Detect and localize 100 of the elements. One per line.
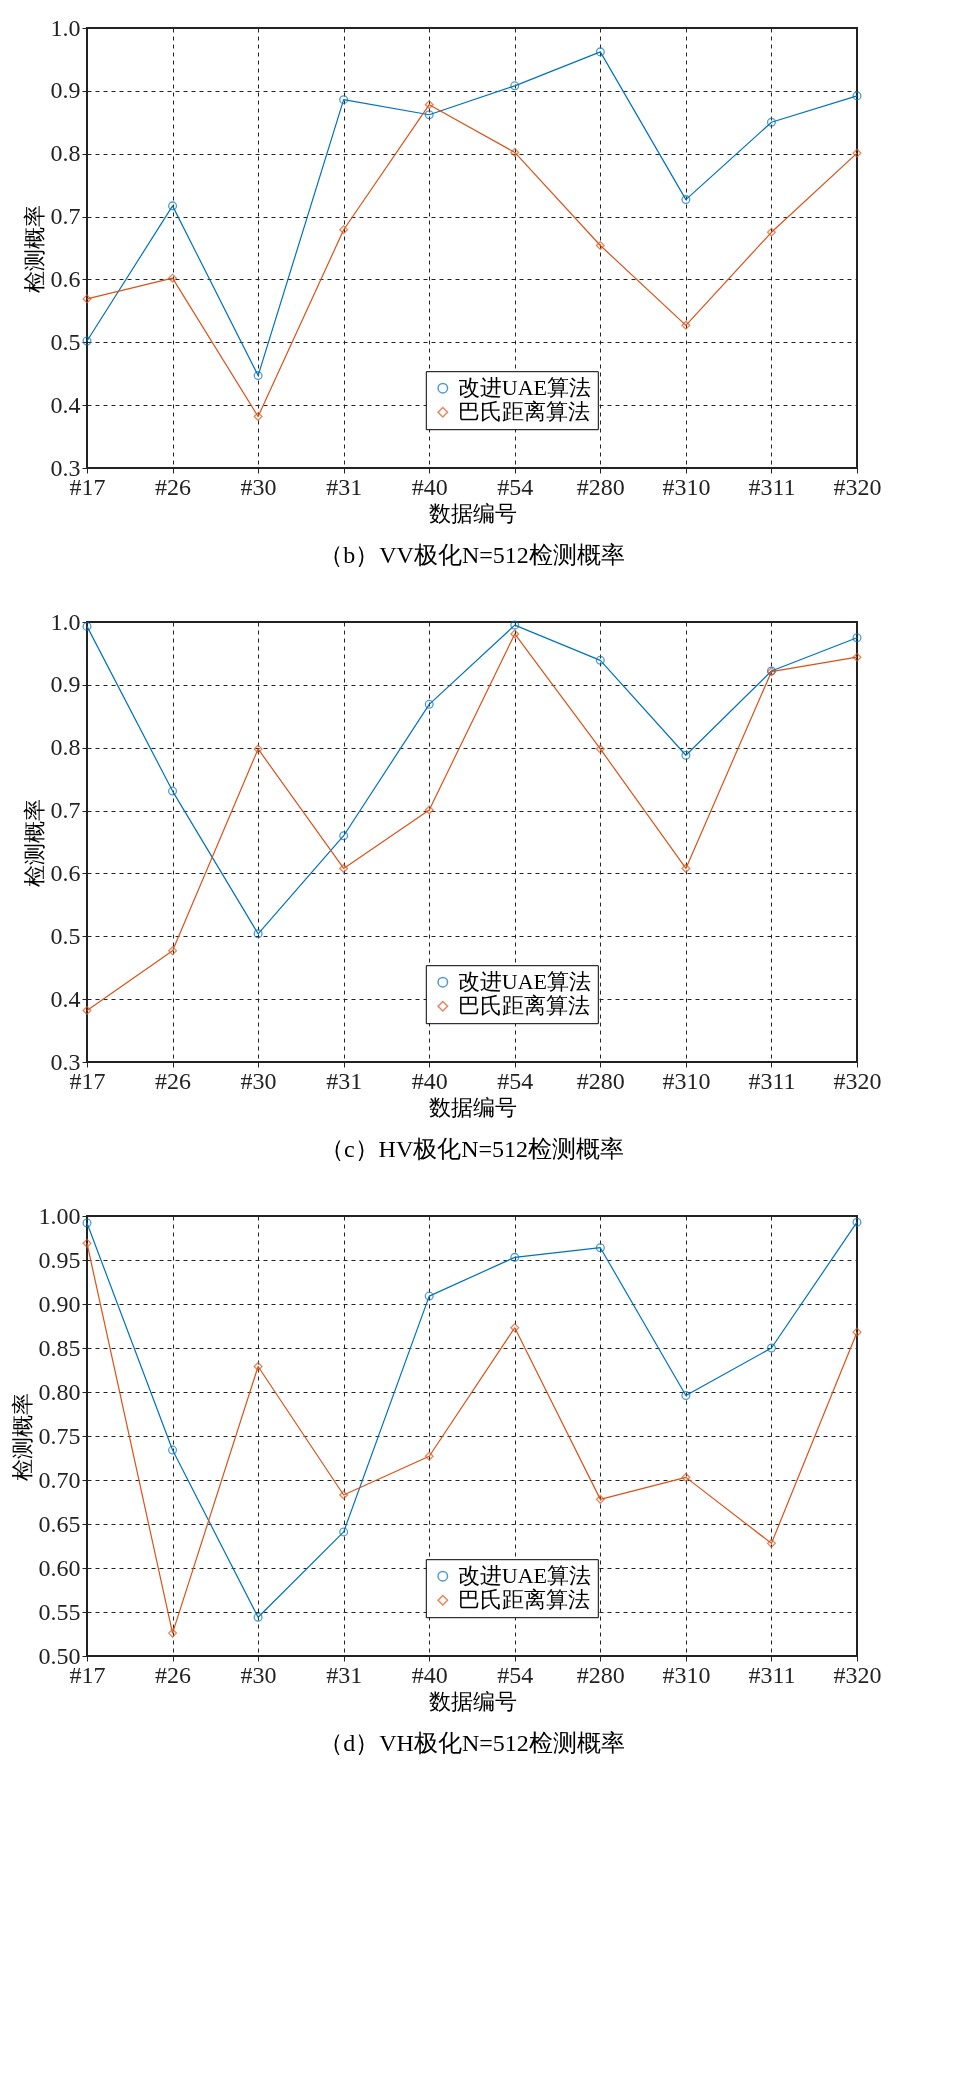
y-tick-label: 1.0 [50, 14, 81, 41]
point [168, 273, 178, 283]
point [595, 744, 605, 754]
point [852, 633, 862, 643]
y-tick-label: 0.5 [50, 922, 81, 949]
legend-label: 巴氏距离算法 [457, 1587, 590, 1613]
y-tick-label: 0.85 [38, 1334, 81, 1361]
point [852, 1217, 862, 1227]
point [424, 805, 434, 815]
point [424, 1291, 434, 1301]
point [510, 620, 520, 630]
point [339, 1490, 349, 1500]
y-tick-label: 0.9 [50, 77, 81, 104]
point [681, 195, 691, 205]
x-tick-label: #54 [497, 473, 534, 500]
point [253, 371, 263, 381]
point [82, 336, 92, 346]
x-tick-label: #310 [662, 473, 711, 500]
point [766, 117, 776, 127]
point [168, 1445, 178, 1455]
y-tick-label: 0.6 [50, 859, 81, 886]
point [339, 225, 349, 235]
x-tick-label: #320 [833, 1661, 882, 1688]
x-tick-label: #310 [662, 1067, 711, 1094]
x-axis-title: 数据编号 [428, 500, 517, 526]
point [681, 863, 691, 873]
x-tick-label: #26 [155, 1067, 192, 1094]
point [253, 411, 263, 421]
y-axis-title: 检测概率 [21, 204, 47, 293]
point [168, 786, 178, 796]
y-tick-label: 0.55 [38, 1598, 81, 1625]
point [681, 1391, 691, 1401]
point [852, 148, 862, 158]
point [82, 1238, 92, 1248]
point [595, 1494, 605, 1504]
y-tick-label: 0.65 [38, 1510, 81, 1537]
x-tick-label: #31 [326, 1067, 363, 1094]
legend-label: 改进UAE算法 [457, 1563, 592, 1589]
text: （b）VV极化N=512检测概率 [319, 542, 625, 568]
point [168, 946, 178, 956]
y-axis-title: 检测概率 [9, 1392, 35, 1481]
point [595, 1243, 605, 1253]
point [510, 629, 520, 639]
x-tick-label: #26 [155, 473, 192, 500]
point [766, 227, 776, 237]
point [595, 655, 605, 665]
point [253, 744, 263, 754]
point [510, 1323, 520, 1333]
point [424, 100, 434, 110]
y-tick-label: 0.9 [50, 671, 81, 698]
y-tick-label: 0.5 [50, 328, 81, 355]
point [510, 147, 520, 157]
point [766, 1343, 776, 1353]
y-tick-label: 0.4 [50, 391, 81, 418]
y-tick-label: 0.90 [38, 1290, 81, 1317]
point [681, 750, 691, 760]
legend-label: 巴氏距离算法 [457, 399, 590, 425]
point [82, 621, 92, 631]
point [424, 110, 434, 120]
point [339, 95, 349, 105]
x-tick-label: #280 [576, 1067, 625, 1094]
x-tick-label: #30 [240, 1661, 277, 1688]
point [168, 201, 178, 211]
point [681, 1472, 691, 1482]
x-tick-label: #311 [748, 1067, 796, 1094]
x-tick-label: #54 [497, 1067, 534, 1094]
legend-label: 巴氏距离算法 [457, 993, 590, 1019]
x-axis-title: 数据编号 [428, 1688, 517, 1714]
x-tick-label: #311 [748, 473, 796, 500]
y-tick-label: 0.8 [50, 734, 81, 761]
x-tick-label: #320 [833, 473, 882, 500]
x-tick-label: #320 [833, 1067, 882, 1094]
x-tick-label: #311 [748, 1661, 796, 1688]
x-tick-label: #31 [326, 473, 363, 500]
x-tick-label: #30 [240, 473, 277, 500]
point [82, 1005, 92, 1015]
legend-label: 改进UAE算法 [457, 969, 592, 995]
point [510, 81, 520, 91]
text: （c）HV极化N=512检测概率 [319, 1136, 625, 1162]
point [339, 1527, 349, 1537]
x-tick-label: #30 [240, 1067, 277, 1094]
point [595, 240, 605, 251]
x-axis-title: 数据编号 [428, 1094, 517, 1120]
y-tick-label: 0.60 [38, 1554, 81, 1581]
y-tick-label: 0.70 [38, 1466, 81, 1493]
x-tick-label: #54 [497, 1661, 534, 1688]
y-tick-label: 0.7 [50, 797, 81, 824]
point [339, 831, 349, 841]
point [766, 1538, 776, 1548]
point [852, 91, 862, 101]
y-tick-label: 0.8 [50, 140, 81, 167]
x-tick-label: #40 [411, 1067, 448, 1094]
y-tick-label: 1.00 [38, 1202, 81, 1229]
y-tick-label: 0.6 [50, 265, 81, 292]
x-tick-label: #280 [576, 1661, 625, 1688]
y-tick-label: 0.7 [50, 203, 81, 230]
y-tick-label: 0.80 [38, 1378, 81, 1405]
y-tick-label: 1.0 [50, 608, 81, 635]
x-tick-label: #310 [662, 1661, 711, 1688]
point [253, 1361, 263, 1371]
